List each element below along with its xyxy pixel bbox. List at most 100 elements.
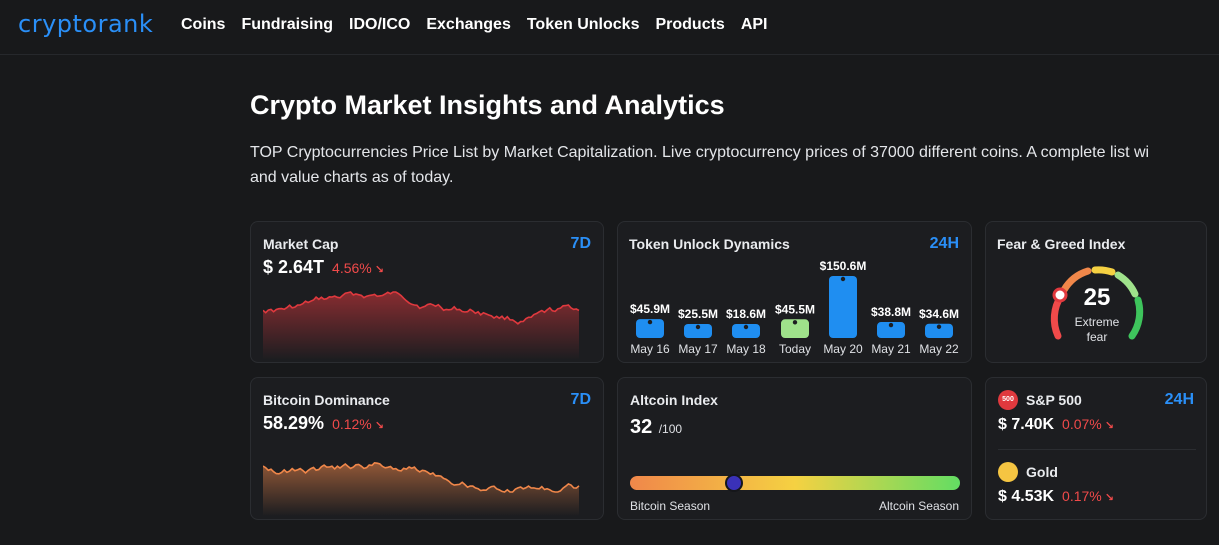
sp500-name: S&P 500 — [1026, 392, 1082, 408]
altcoin-season-label: Altcoin Season — [878, 499, 959, 513]
token-unlock-title: Token Unlock Dynamics — [629, 236, 790, 252]
bar-category-label: May 21 — [871, 342, 911, 356]
sparkline-area — [263, 292, 579, 360]
markets-period[interactable]: 24H — [1164, 391, 1194, 408]
gold-value: $ 4.53K — [998, 488, 1055, 505]
sp500-change: 0.07% — [1062, 416, 1102, 432]
token-unlock-period[interactable]: 24H — [929, 235, 959, 252]
token-unlock-chart: $45.9M May 16 $25.5M May 17 $18.6M May 18 $45.… — [630, 259, 959, 356]
bar-category-label: May 16 — [630, 342, 670, 356]
btc-dominance-title: Bitcoin Dominance — [263, 392, 390, 408]
fear-greed-card[interactable]: Fear & Greed Index 25 Extreme fear — [985, 221, 1207, 363]
nav-token-unlocks[interactable]: Token Unlocks — [526, 16, 640, 33]
fear-greed-label-line1: Extreme — [1074, 315, 1120, 329]
bar-value-label: $150.6M — [820, 259, 867, 273]
altcoin-season-bar — [630, 476, 960, 490]
btc-dominance-value: 58.29% — [263, 413, 325, 433]
bar-dot — [888, 322, 894, 328]
bar-category-label: May 18 — [726, 342, 766, 356]
gauge-segment-yellow — [1091, 266, 1116, 276]
bar-category-label: May 22 — [919, 342, 959, 356]
bitcoin-season-label: Bitcoin Season — [630, 499, 711, 513]
top-nav: cryptorank Coins Fundraising IDO/ICO Exc… — [0, 0, 1219, 55]
bar-dot — [695, 324, 701, 330]
bar-may-22[interactable] — [925, 323, 953, 338]
page-description: TOP Cryptocurrencies Price List by Marke… — [250, 140, 1219, 190]
main-menu: Coins Fundraising IDO/ICO Exchanges Toke… — [181, 16, 783, 34]
gauge-segment-light-green — [1114, 271, 1139, 298]
btc-dominance-sparkline — [263, 461, 580, 516]
btc-dominance-change: 0.12% — [332, 416, 372, 432]
btc-dominance-value-row: 58.29% 0.12% ↘ — [263, 413, 384, 434]
bar-value-label: $34.6M — [919, 307, 959, 321]
bar-may-17[interactable] — [684, 324, 712, 338]
btc-dominance-period[interactable]: 7D — [570, 391, 591, 408]
bar-value-label: $45.5M — [775, 302, 815, 316]
bar-category-label: May 17 — [678, 342, 718, 356]
description-line-2: and value charts as of today. — [250, 169, 454, 186]
market-cap-sparkline — [263, 291, 580, 360]
fear-greed-label-line2: fear — [1086, 330, 1108, 344]
gauge-marker — [1052, 287, 1068, 303]
bar-dot — [840, 276, 846, 282]
sp500-value: $ 7.40K — [998, 416, 1055, 433]
down-arrow-icon: ↘ — [1104, 492, 1114, 504]
bar-may-16[interactable] — [636, 319, 664, 338]
nav-ido-ico[interactable]: IDO/ICO — [349, 16, 411, 33]
gauge-segment-orange — [1060, 267, 1092, 294]
nav-products[interactable]: Products — [655, 16, 725, 33]
market-cap-value: $ 2.64T — [263, 257, 325, 277]
bar-may-21[interactable] — [877, 322, 905, 338]
bar-dot — [647, 319, 653, 325]
description-line-1: TOP Cryptocurrencies Price List by Marke… — [250, 144, 1150, 161]
altcoin-index-value: 32 — [630, 416, 653, 438]
down-arrow-icon: ↘ — [374, 420, 384, 432]
markets-card[interactable]: 500 S&P 500 24H $ 7.40K 0.07% ↘ Gold $ 4.5… — [985, 377, 1207, 520]
gold-value-row: $ 4.53K 0.17% ↘ — [998, 488, 1114, 506]
btc-dominance-card[interactable]: Bitcoin Dominance 7D 58.29% 0.12% ↘ — [250, 377, 604, 520]
sparkline-line — [263, 291, 580, 325]
logo[interactable]: cryptorank — [18, 10, 154, 38]
sparkline-line — [263, 461, 580, 493]
bar-value-label: $38.8M — [871, 305, 911, 319]
altcoin-index-card[interactable]: Altcoin Index 32 /100 Bitcoin Season Alt… — [617, 377, 972, 520]
market-cap-period[interactable]: 7D — [570, 235, 591, 252]
bar-value-label: $18.6M — [726, 307, 766, 321]
market-cap-title: Market Cap — [263, 236, 339, 252]
bar-category-label: Today — [779, 342, 811, 356]
nav-api[interactable]: API — [740, 16, 768, 33]
gold-icon — [998, 462, 1018, 482]
sp500-icon-text: 500 — [1002, 396, 1014, 403]
fear-greed-label: Extreme fear — [986, 315, 1206, 345]
bar-dot — [743, 324, 749, 330]
down-arrow-icon: ↘ — [1104, 420, 1114, 432]
bar-value-label: $45.9M — [630, 302, 670, 316]
down-arrow-icon: ↘ — [374, 264, 384, 276]
bar-today[interactable] — [781, 319, 809, 338]
bar-may-20[interactable] — [829, 276, 857, 338]
sp500-value-row: $ 7.40K 0.07% ↘ — [998, 416, 1114, 434]
bar-may-18[interactable] — [732, 324, 760, 338]
bar-value-label: $25.5M — [678, 307, 718, 321]
page-title: Crypto Market Insights and Analytics — [250, 90, 725, 120]
nav-fundraising[interactable]: Fundraising — [241, 16, 334, 33]
altcoin-index-value-row: 32 /100 — [630, 416, 682, 439]
gold-change: 0.17% — [1062, 488, 1102, 504]
market-cap-card[interactable]: Market Cap 7D $ 2.64T 4.56% ↘ — [250, 221, 604, 363]
gauge-segment-green — [1128, 296, 1144, 340]
altcoin-index-suffix: /100 — [658, 422, 683, 436]
nav-coins[interactable]: Coins — [181, 16, 226, 33]
bar-dot — [936, 324, 942, 329]
market-cap-value-row: $ 2.64T 4.56% ↘ — [263, 257, 384, 278]
market-cap-change: 4.56% — [332, 260, 372, 276]
nav-exchanges[interactable]: Exchanges — [426, 16, 511, 33]
sp500-icon: 500 — [998, 390, 1018, 410]
token-unlock-card[interactable]: Token Unlock Dynamics 24H $45.9M May 16 $2… — [617, 221, 972, 363]
fear-greed-value: 25 — [1083, 284, 1111, 311]
bar-category-label: May 20 — [823, 342, 863, 356]
gold-name: Gold — [1026, 464, 1058, 480]
altcoin-season-marker — [725, 474, 743, 492]
altcoin-index-title: Altcoin Index — [630, 392, 718, 408]
fear-greed-title: Fear & Greed Index — [997, 236, 1126, 252]
bar-dot — [792, 320, 798, 325]
